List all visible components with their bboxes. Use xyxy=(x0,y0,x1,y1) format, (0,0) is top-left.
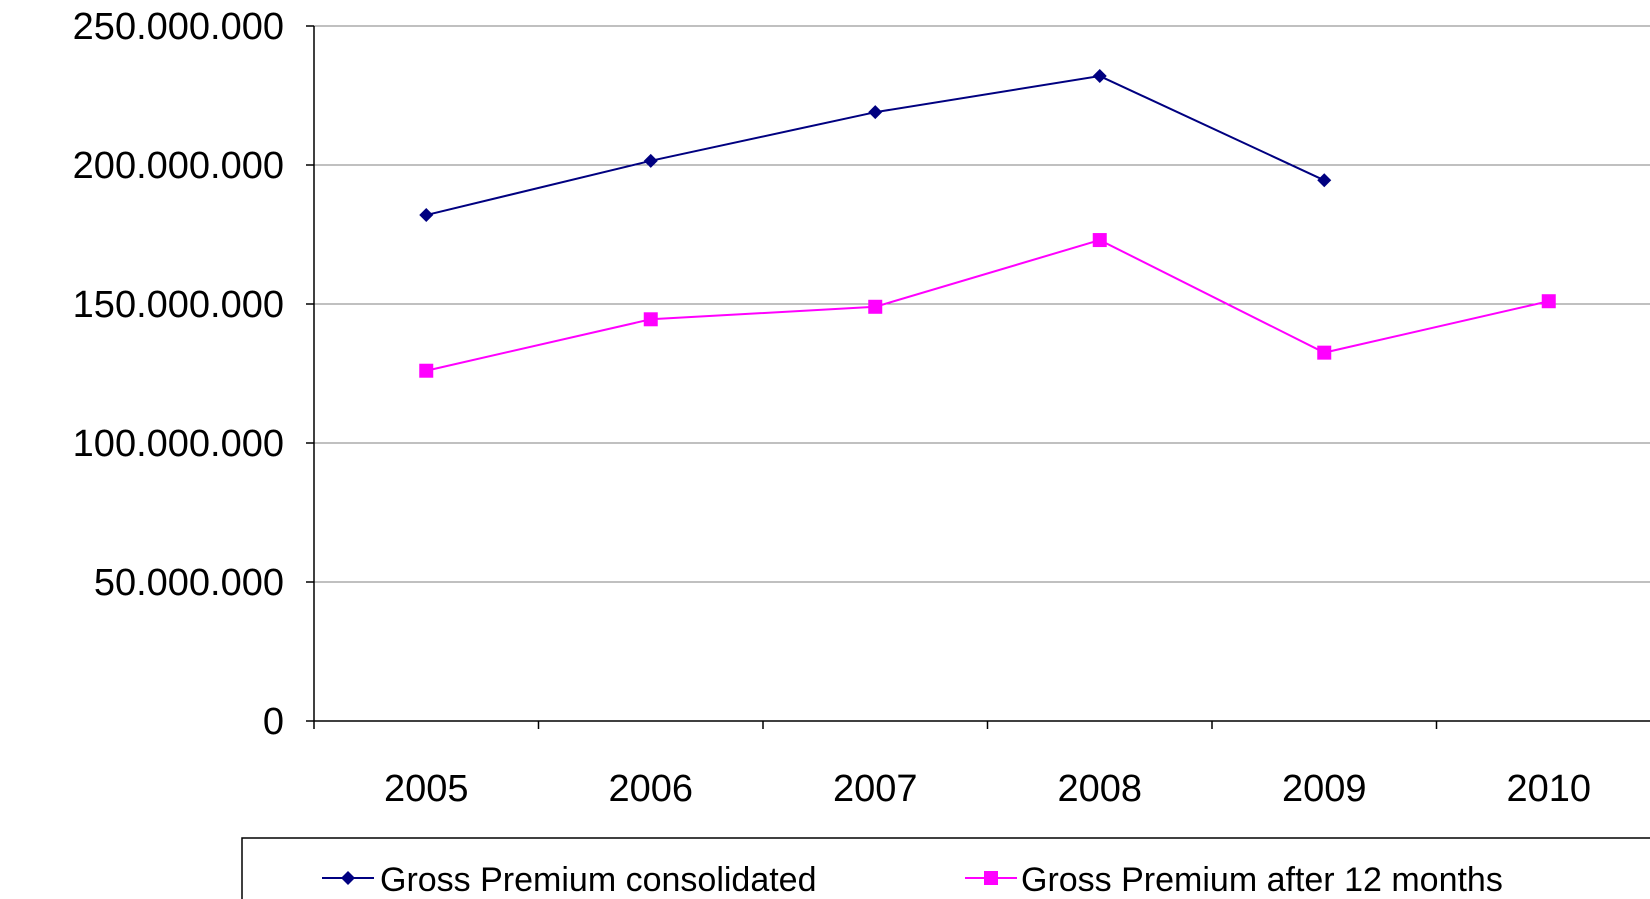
data-point xyxy=(1317,173,1332,188)
series-after-12-months xyxy=(419,233,1556,378)
data-point xyxy=(419,363,434,378)
data-point xyxy=(1541,294,1556,309)
x-tick-label: 2005 xyxy=(384,768,469,810)
axes xyxy=(313,26,1650,722)
legend-box xyxy=(241,837,1650,899)
data-point xyxy=(1092,233,1107,248)
series-group xyxy=(419,69,1556,378)
series-line xyxy=(426,238,1549,372)
data-point xyxy=(868,299,883,314)
data-point xyxy=(868,105,883,120)
legend-marker-after-12-months xyxy=(984,871,998,885)
x-tick-label: 2007 xyxy=(833,768,918,810)
y-tick-labels: 0 50.000.000 100.000.000 150.000.000 200.000… xyxy=(73,6,284,743)
series-consolidated xyxy=(419,69,1332,223)
legend: Gross Premium consolidated Gross Premium… xyxy=(241,837,1650,899)
legend-marker-consolidated xyxy=(341,871,355,885)
legend-label-consolidated: Gross Premium consolidated xyxy=(380,861,817,899)
series-line xyxy=(426,75,1325,217)
y-tick-label: 200.000.000 xyxy=(73,145,284,187)
data-point xyxy=(419,208,434,223)
legend-entry-after-12-months: Gross Premium after 12 months xyxy=(965,861,1503,899)
x-tick-label: 2008 xyxy=(1057,768,1142,810)
x-tick-labels: 2005 2006 2007 2008 2009 2010 xyxy=(384,768,1591,810)
gridlines xyxy=(306,25,1650,729)
y-tick-label: 250.000.000 xyxy=(73,6,284,48)
y-tick-label: 150.000.000 xyxy=(73,284,284,326)
x-tick-label: 2010 xyxy=(1506,768,1591,810)
data-point xyxy=(643,312,658,327)
data-point xyxy=(1092,69,1107,84)
data-point xyxy=(1317,345,1332,360)
data-point xyxy=(643,153,658,168)
x-tick-label: 2006 xyxy=(608,768,693,810)
y-tick-label: 100.000.000 xyxy=(73,423,284,465)
y-tick-label: 50.000.000 xyxy=(94,562,284,604)
legend-label-after-12-months: Gross Premium after 12 months xyxy=(1021,861,1503,899)
y-tick-label: 0 xyxy=(263,701,284,743)
legend-entry-consolidated: Gross Premium consolidated xyxy=(322,861,817,899)
x-tick-label: 2009 xyxy=(1282,768,1367,810)
